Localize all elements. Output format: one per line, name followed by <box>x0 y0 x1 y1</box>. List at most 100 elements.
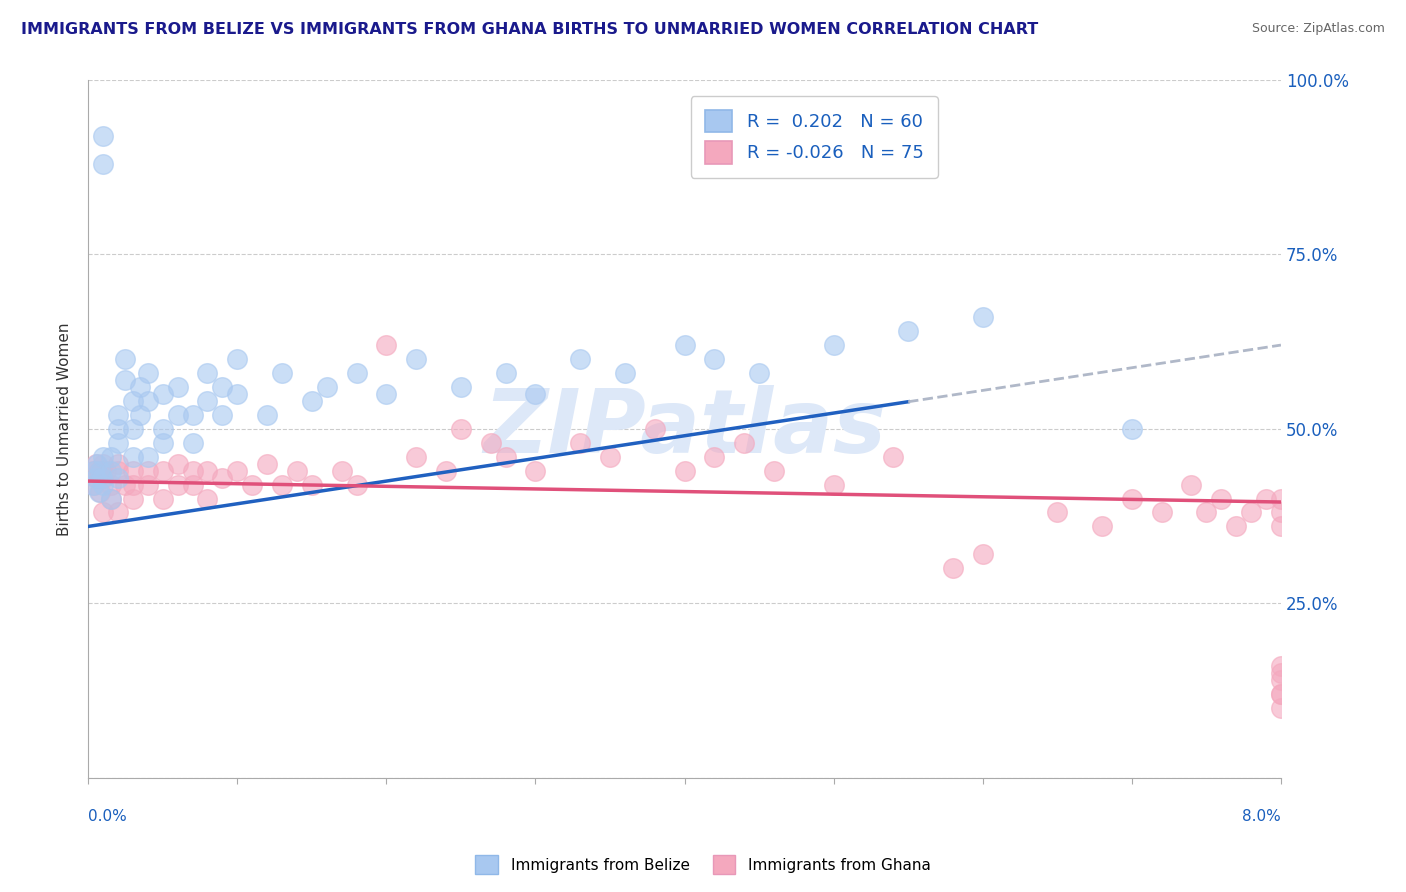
Point <box>1240 506 1263 520</box>
Point <box>1270 687 1292 701</box>
Point <box>495 450 517 464</box>
Point <box>748 366 770 380</box>
Point <box>405 351 427 366</box>
Point <box>1091 519 1114 533</box>
Point <box>89 464 111 478</box>
Point <box>181 408 204 422</box>
Point <box>823 338 845 352</box>
Point <box>122 477 145 491</box>
Point <box>114 477 136 491</box>
Point <box>211 408 233 422</box>
Point <box>152 387 174 401</box>
Point <box>166 380 188 394</box>
Text: IMMIGRANTS FROM BELIZE VS IMMIGRANTS FROM GHANA BIRTHS TO UNMARRIED WOMEN CORREL: IMMIGRANTS FROM BELIZE VS IMMIGRANTS FRO… <box>21 22 1039 37</box>
Point <box>107 457 129 471</box>
Point <box>114 351 136 366</box>
Point <box>240 477 263 491</box>
Point <box>82 477 104 491</box>
Point <box>122 491 145 506</box>
Point <box>1211 491 1233 506</box>
Point <box>136 393 159 408</box>
Point <box>1046 506 1069 520</box>
Point <box>1270 687 1292 701</box>
Point <box>91 128 114 143</box>
Point <box>166 408 188 422</box>
Point <box>136 464 159 478</box>
Point <box>166 477 188 491</box>
Point <box>1270 506 1292 520</box>
Point <box>405 450 427 464</box>
Point <box>882 450 904 464</box>
Text: 0.0%: 0.0% <box>89 809 127 824</box>
Point <box>82 464 104 478</box>
Point <box>613 366 636 380</box>
Point <box>107 464 129 478</box>
Point <box>375 338 398 352</box>
Point <box>346 366 368 380</box>
Point <box>129 380 152 394</box>
Point <box>644 422 666 436</box>
Point <box>87 484 110 499</box>
Point <box>181 464 204 478</box>
Point <box>301 477 323 491</box>
Point <box>100 477 122 491</box>
Point <box>100 464 122 478</box>
Point <box>1270 665 1292 680</box>
Point <box>100 491 122 506</box>
Point <box>1270 491 1292 506</box>
Point <box>197 393 219 408</box>
Point <box>1180 477 1202 491</box>
Point <box>569 435 592 450</box>
Point <box>703 450 725 464</box>
Y-axis label: Births to Unmarried Women: Births to Unmarried Women <box>58 322 72 535</box>
Point <box>91 157 114 171</box>
Point <box>271 477 294 491</box>
Point <box>94 464 117 478</box>
Point <box>211 470 233 484</box>
Point <box>89 484 111 499</box>
Point <box>84 457 107 471</box>
Point <box>90 470 112 484</box>
Point <box>107 422 129 436</box>
Point <box>197 491 219 506</box>
Point <box>375 387 398 401</box>
Point <box>152 491 174 506</box>
Point <box>1195 506 1218 520</box>
Point <box>83 464 105 478</box>
Point <box>972 310 994 325</box>
Point <box>87 464 110 478</box>
Point <box>197 464 219 478</box>
Point <box>107 435 129 450</box>
Point <box>211 380 233 394</box>
Point <box>166 457 188 471</box>
Point <box>91 477 114 491</box>
Point <box>181 477 204 491</box>
Point <box>100 491 122 506</box>
Point <box>122 450 145 464</box>
Point <box>136 450 159 464</box>
Point <box>122 464 145 478</box>
Point <box>152 435 174 450</box>
Point <box>100 450 122 464</box>
Point <box>972 547 994 561</box>
Point <box>226 351 249 366</box>
Point <box>91 506 114 520</box>
Point <box>330 464 353 478</box>
Point <box>1270 673 1292 687</box>
Point <box>136 477 159 491</box>
Point <box>673 464 696 478</box>
Point <box>86 470 108 484</box>
Point <box>84 470 107 484</box>
Point <box>285 464 308 478</box>
Point <box>91 450 114 464</box>
Point <box>1121 491 1143 506</box>
Point <box>83 477 105 491</box>
Point <box>599 450 621 464</box>
Point <box>703 351 725 366</box>
Point <box>733 435 755 450</box>
Point <box>107 470 129 484</box>
Point <box>107 408 129 422</box>
Point <box>1270 659 1292 673</box>
Point <box>129 408 152 422</box>
Point <box>301 393 323 408</box>
